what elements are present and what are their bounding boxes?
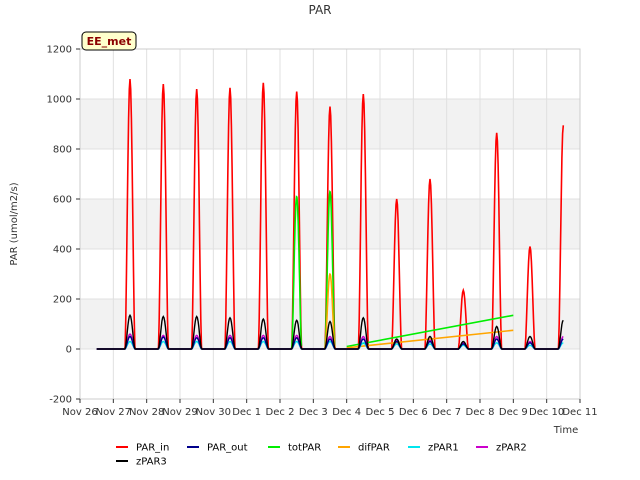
legend-label: PAR_out [207,443,248,454]
legend-label: difPAR [358,443,390,454]
x-tick-label: Dec 4 [332,407,361,418]
y-tick-label: 0 [66,345,72,356]
x-tick-label: Dec 3 [299,407,328,418]
y-tick-label: 1000 [47,95,72,106]
legend-item-totpar: totPAR [268,443,321,454]
x-tick-label: Dec 10 [529,407,564,418]
x-tick-label: Dec 11 [562,407,597,418]
series-trend-line [346,314,514,348]
x-tick-label: Nov 26 [62,407,97,418]
legend-item-zpar2: zPAR2 [476,443,527,454]
badge-label: EE_met [87,35,132,48]
series-line-segment [324,272,336,350]
x-tick-label: Dec 9 [499,407,528,418]
x-tick-label: Dec 6 [399,407,428,418]
x-tick-label: Dec 7 [432,407,461,418]
legend-item-zpar3: zPAR3 [116,457,167,468]
y-tick-label: 200 [53,295,72,306]
x-tick-label: Dec 8 [466,407,495,418]
series-zpar3 [96,313,564,350]
x-axis-title: Time [553,425,578,436]
y-tick-label: 400 [53,245,72,256]
y-tick-label: -200 [49,395,72,406]
series-trend-line [346,329,514,349]
y-tick-label: 800 [53,145,72,156]
legend-item-zpar1: zPAR1 [408,443,459,454]
y-axis: -200 0 200 400 600 800 1000 1200 [47,45,80,406]
legend-item-par_out: PAR_out [187,443,248,454]
series-line-segment [324,190,336,350]
x-tick-label: Dec 1 [232,407,261,418]
x-tick-label: Nov 29 [162,407,197,418]
series-line-segment [290,195,303,350]
legend: PAR_in PAR_out totPAR difPAR zPAR1 zPAR2 zPAR3 [116,443,527,468]
y-tick-label: 1200 [47,45,72,56]
plot-bands [80,99,580,349]
legend-label: PAR_in [136,443,169,454]
legend-label: totPAR [288,443,321,454]
series-layer [96,78,565,350]
x-tick-label: Nov 28 [129,407,164,418]
plot-band [80,199,580,249]
chart-title: PAR [308,3,331,17]
legend-label: zPAR2 [496,443,527,454]
x-tick-label: Nov 27 [96,407,131,418]
legend-label: zPAR1 [428,443,459,454]
plot-border [79,48,581,400]
y-axis-title: PAR (umol/m2/s) [9,182,20,265]
x-tick-label: Dec 5 [366,407,395,418]
plot-band [80,299,580,349]
x-tick-label: Dec 2 [266,407,295,418]
legend-label: zPAR3 [136,457,167,468]
y-tick-label: 600 [53,195,72,206]
series-line [96,313,564,350]
legend-item-par_in: PAR_in [116,443,169,454]
x-tick-label: Nov 30 [196,407,231,418]
series-totpar [290,190,514,350]
ee-met-badge: EE_met [81,31,137,51]
legend-item-difpar: difPAR [338,443,390,454]
